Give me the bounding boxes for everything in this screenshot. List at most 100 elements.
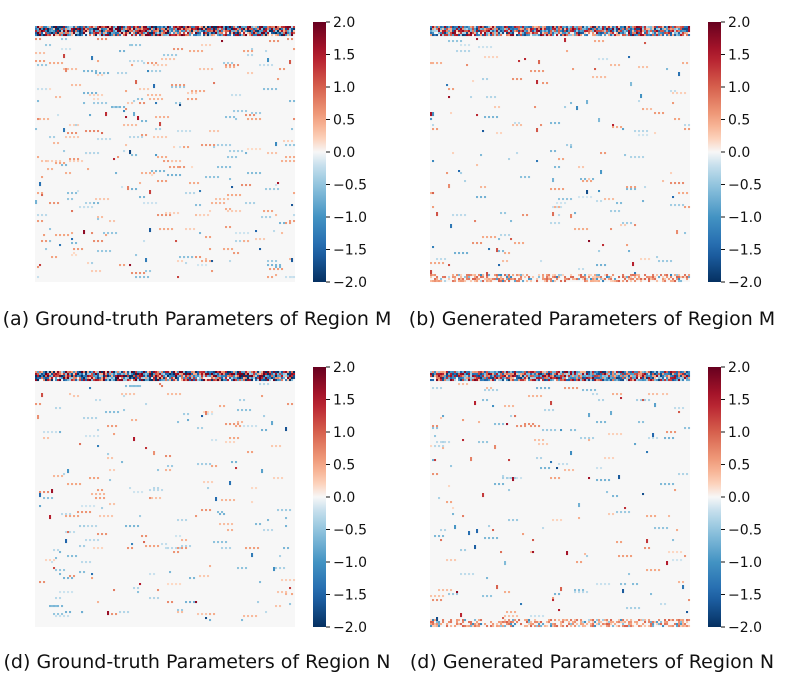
- heatmap-cell: [143, 34, 146, 37]
- heatmap-cell: [564, 278, 567, 281]
- heatmap-cell: [514, 373, 517, 376]
- heatmap-cell: [636, 30, 639, 33]
- heatmap-cell: [554, 206, 557, 209]
- heatmap-cell: [504, 615, 507, 618]
- heatmap-cell: [287, 373, 290, 376]
- heatmap-cell: [107, 72, 110, 75]
- heatmap-cell: [580, 621, 583, 624]
- heatmap-cell: [213, 144, 216, 147]
- heatmap-cell: [217, 373, 220, 376]
- heatmap-cell: [277, 509, 280, 512]
- heatmap-cell: [197, 371, 200, 374]
- heatmap-cell: [247, 118, 250, 121]
- heatmap-cell: [590, 377, 593, 380]
- heatmap-cell: [177, 611, 180, 614]
- heatmap-cell: [478, 623, 481, 626]
- heatmap-cell: [528, 373, 531, 376]
- heatmap-cell: [55, 28, 58, 31]
- heatmap-cell: [201, 427, 204, 430]
- heatmap-cell: [75, 192, 78, 195]
- heatmap-cell: [438, 262, 441, 265]
- heatmap-cell: [109, 32, 112, 35]
- heatmap-cell: [442, 262, 445, 265]
- heatmap-cell: [632, 373, 635, 376]
- heatmap-cell: [488, 379, 491, 382]
- heatmap-cell: [524, 379, 527, 382]
- heatmap-cell: [133, 385, 136, 388]
- heatmap-cell: [99, 375, 102, 378]
- heatmap-cell: [127, 32, 130, 35]
- heatmap-cell: [71, 371, 74, 374]
- heatmap-cell: [520, 176, 523, 179]
- heatmap-cell: [181, 34, 184, 37]
- heatmap-cell: [674, 274, 677, 277]
- heatmap-cell: [552, 280, 555, 283]
- heatmap-cell: [650, 377, 653, 380]
- heatmap-cell: [175, 379, 178, 382]
- heatmap-cell: [468, 621, 471, 624]
- heatmap-cell: [656, 393, 659, 396]
- heatmap-cell: [37, 26, 40, 29]
- heatmap-cell: [610, 280, 613, 283]
- heatmap-cell: [245, 26, 248, 29]
- heatmap-cell: [83, 30, 86, 33]
- heatmap-cell: [590, 623, 593, 626]
- heatmap-cell: [616, 511, 619, 514]
- heatmap-cell: [592, 34, 595, 37]
- heatmap-cell: [91, 270, 94, 273]
- heatmap-cell: [470, 30, 473, 33]
- heatmap-cell: [259, 112, 262, 115]
- heatmap-cell: [522, 28, 525, 31]
- heatmap-cell: [488, 371, 491, 374]
- heatmap-cell: [49, 379, 52, 382]
- heatmap-cell: [448, 30, 451, 33]
- heatmap-cell: [480, 196, 483, 199]
- heatmap-cell: [87, 375, 90, 378]
- heatmap-cell: [95, 70, 98, 73]
- heatmap-cell: [117, 32, 120, 35]
- heatmap-cell: [526, 274, 529, 277]
- heatmap-cell: [39, 28, 42, 31]
- heatmap-cell: [514, 375, 517, 378]
- heatmap-cell: [193, 577, 196, 580]
- heatmap-cell: [165, 214, 168, 217]
- heatmap-cell: [648, 26, 651, 29]
- heatmap-cell: [452, 274, 455, 277]
- heatmap-cell: [155, 26, 158, 29]
- heatmap-cell: [277, 379, 280, 382]
- heatmap-cell: [73, 32, 76, 35]
- heatmap-cell: [69, 513, 72, 516]
- heatmap-cell: [666, 32, 669, 35]
- heatmap-cell: [53, 30, 56, 33]
- heatmap-cell: [147, 373, 150, 376]
- heatmap-cell: [538, 276, 541, 279]
- heatmap-cell: [147, 276, 150, 279]
- heatmap-cell: [558, 122, 561, 125]
- heatmap-cell: [231, 194, 234, 197]
- heatmap-cell: [207, 34, 210, 37]
- heatmap-cell: [436, 258, 439, 261]
- heatmap-cell: [287, 30, 290, 33]
- heatmap-cell: [243, 240, 246, 243]
- heatmap-cell: [89, 511, 92, 514]
- heatmap-cell: [181, 30, 184, 33]
- heatmap-cell: [644, 625, 647, 628]
- heatmap-cell: [273, 477, 276, 480]
- heatmap-cell: [225, 116, 228, 119]
- heatmap-cell: [61, 377, 64, 380]
- heatmap-cell: [269, 379, 272, 382]
- heatmap-cell: [287, 379, 290, 382]
- heatmap-cell: [117, 377, 120, 380]
- heatmap-cell: [161, 214, 164, 217]
- heatmap-cell: [482, 375, 485, 378]
- heatmap-cell: [41, 214, 44, 217]
- heatmap-cell: [235, 461, 238, 464]
- heatmap-cell: [492, 537, 495, 540]
- heatmap-cell: [558, 26, 561, 29]
- heatmap-cell: [285, 34, 288, 37]
- heatmap-cell: [556, 625, 559, 628]
- heatmap-cell: [506, 377, 509, 380]
- heatmap-cell: [606, 274, 609, 277]
- heatmap-cell: [468, 50, 471, 53]
- heatmap-cell: [235, 94, 238, 97]
